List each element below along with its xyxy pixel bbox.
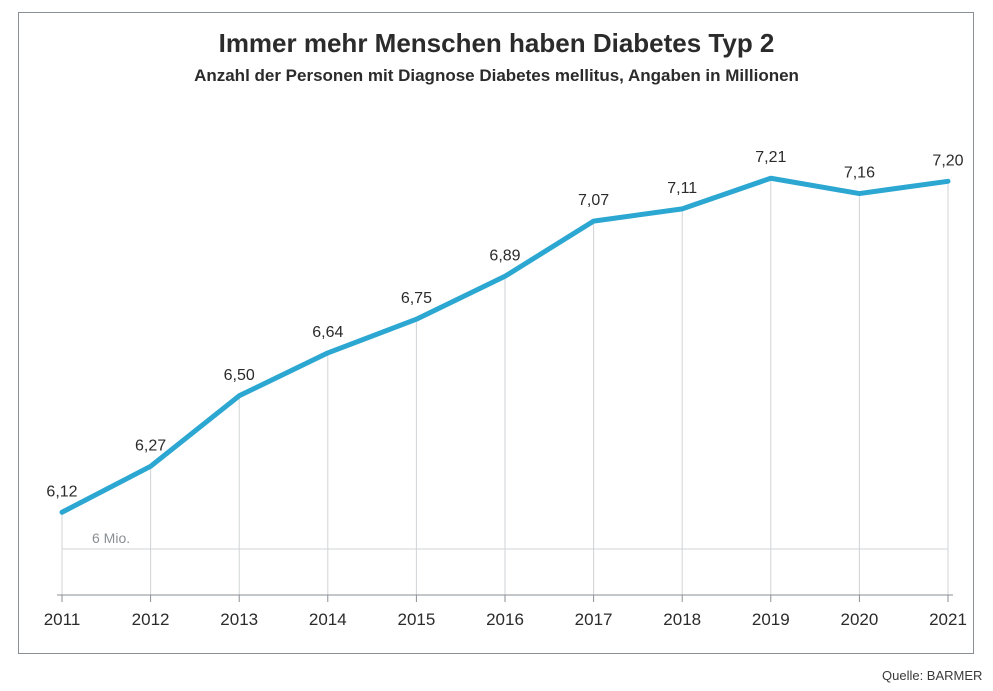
x-tick-label: 2017: [575, 610, 613, 629]
data-label: 6,64: [312, 324, 343, 341]
data-label: 7,11: [667, 180, 697, 197]
x-tick-label: 2015: [397, 610, 435, 629]
x-tick-label: 2011: [44, 610, 81, 629]
data-label: 6,27: [135, 437, 166, 454]
x-tick-label: 2014: [309, 610, 347, 629]
data-label: 7,07: [578, 192, 609, 209]
x-tick-label: 2013: [220, 610, 258, 629]
data-label: 6,12: [46, 483, 77, 500]
x-tick-label: 2018: [663, 610, 701, 629]
x-tick-label: 2020: [840, 610, 878, 629]
data-label: 7,20: [932, 152, 963, 169]
line-chart: 6 Mio. 6,12 6,27 6,50 6,64 6,75 6,89 7,07 7,11 7,…: [0, 0, 993, 691]
x-tick-label: 2012: [132, 610, 170, 629]
gridline-label: 6 Mio.: [92, 530, 130, 546]
data-label: 6,75: [401, 290, 432, 307]
data-label: 6,50: [224, 367, 255, 384]
data-label: 6,89: [489, 247, 520, 264]
x-tick-label: 2021: [929, 610, 967, 629]
x-tick-label: 2019: [752, 610, 790, 629]
data-label: 7,16: [844, 165, 875, 182]
x-tick-label: 2016: [486, 610, 524, 629]
data-label: 7,21: [755, 149, 786, 166]
